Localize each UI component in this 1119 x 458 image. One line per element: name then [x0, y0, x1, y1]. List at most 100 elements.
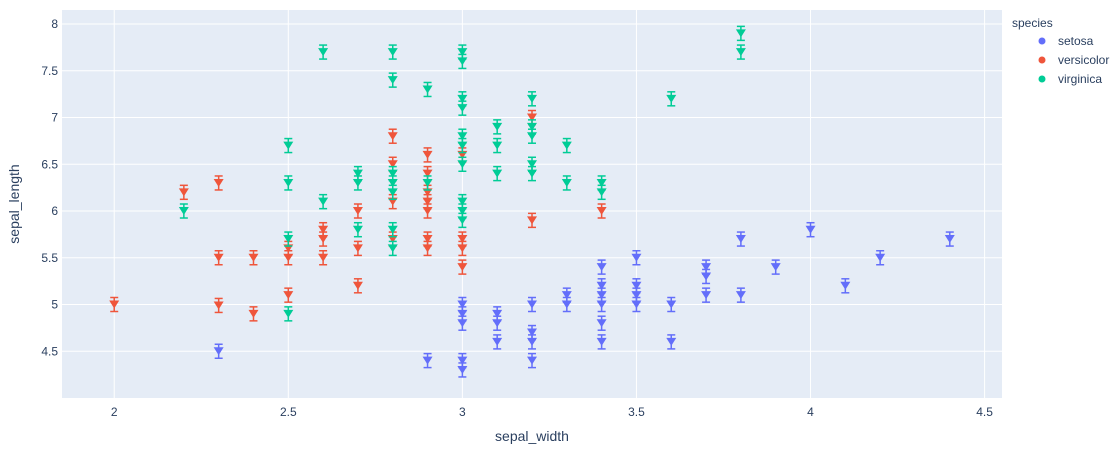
triangle-marker — [735, 48, 746, 57]
data-point — [318, 193, 329, 210]
y-tick-label: 7 — [51, 111, 58, 125]
x-tick-label: 4 — [807, 405, 814, 419]
triangle-marker — [213, 301, 224, 310]
legend-marker — [1038, 37, 1046, 45]
data-point — [492, 119, 503, 135]
y-tick-label: 4.5 — [41, 344, 58, 358]
data-point — [178, 203, 189, 219]
triangle-marker — [596, 263, 607, 272]
series-versicolor — [109, 109, 607, 322]
triangle-marker — [283, 309, 294, 318]
triangle-marker — [422, 150, 433, 159]
data-point — [318, 44, 329, 60]
triangle-marker — [492, 141, 503, 150]
y-tick-label: 7.5 — [41, 64, 58, 78]
triangle-marker — [352, 207, 363, 216]
triangle-marker — [178, 207, 189, 216]
triangle-marker — [283, 178, 294, 187]
data-point — [561, 287, 572, 303]
x-tick-label: 3 — [459, 405, 466, 419]
triangle-marker — [422, 235, 433, 244]
triangle-marker — [387, 132, 398, 141]
data-point — [422, 147, 433, 163]
data-point — [701, 287, 712, 303]
triangle-marker — [527, 328, 537, 337]
data-point — [457, 44, 468, 60]
legend-label: virginica — [1058, 72, 1102, 86]
triangle-marker — [561, 141, 572, 150]
data-point — [735, 25, 746, 42]
legend-item: virginica — [1038, 72, 1102, 86]
triangle-marker — [352, 169, 363, 178]
triangle-marker — [283, 141, 294, 150]
data-point — [422, 81, 433, 98]
triangle-marker — [422, 356, 433, 365]
data-point — [213, 343, 224, 360]
data-point — [387, 221, 398, 238]
x-tick-label: 4.5 — [976, 405, 993, 419]
triangle-marker — [318, 225, 329, 234]
triangle-marker — [318, 253, 329, 262]
legend-marker — [1038, 56, 1046, 64]
data-point — [840, 278, 851, 294]
series-setosa — [213, 221, 955, 378]
triangle-marker — [875, 253, 886, 262]
triangle-marker — [283, 291, 294, 300]
data-point — [352, 278, 363, 294]
data-point — [387, 165, 398, 182]
triangle-marker — [561, 291, 572, 300]
data-point — [735, 44, 746, 60]
triangle-marker — [527, 113, 537, 122]
data-point — [457, 91, 468, 107]
triangle-marker — [944, 235, 955, 244]
triangle-marker — [492, 337, 503, 346]
data-point — [318, 250, 329, 266]
triangle-marker — [457, 160, 468, 169]
triangle-marker — [527, 94, 537, 103]
triangle-marker — [492, 122, 503, 131]
data-point — [596, 203, 607, 219]
data-point — [596, 175, 607, 191]
data-point — [457, 156, 468, 173]
data-point — [457, 259, 468, 275]
data-point — [561, 137, 572, 154]
data-point — [492, 306, 503, 322]
triangle-marker — [840, 281, 851, 290]
data-point — [109, 296, 120, 313]
data-point — [283, 231, 294, 247]
data-point — [283, 306, 294, 322]
data-point — [492, 165, 503, 182]
triangle-marker — [457, 48, 468, 57]
y-tick-label: 8 — [51, 17, 58, 31]
series-virginica — [178, 25, 746, 322]
data-point — [561, 175, 572, 191]
data-point — [596, 278, 607, 294]
triangle-marker — [735, 29, 746, 38]
triangle-marker — [596, 178, 607, 187]
triangle-marker — [352, 225, 363, 234]
y-axis-title: sepal_length — [6, 164, 22, 243]
triangle-marker — [422, 85, 433, 94]
legend: species setosa versicolor virginica — [1012, 16, 1109, 86]
data-point — [701, 259, 712, 275]
triangle-marker — [352, 244, 363, 253]
data-point — [631, 250, 642, 266]
triangle-marker — [387, 225, 398, 234]
triangle-marker — [596, 319, 607, 328]
data-point — [387, 44, 398, 60]
data-point — [352, 221, 363, 238]
triangle-marker — [213, 347, 224, 356]
triangle-marker — [701, 263, 712, 272]
triangle-marker — [492, 309, 503, 318]
triangle-marker — [109, 300, 120, 309]
y-tick-label: 6.5 — [41, 157, 58, 171]
data-point — [422, 231, 433, 247]
triangle-marker — [666, 337, 677, 346]
triangle-marker — [352, 281, 363, 290]
data-point — [213, 297, 224, 314]
triangle-marker — [631, 281, 642, 290]
data-point — [457, 231, 468, 247]
data-point — [387, 128, 398, 144]
data-point — [178, 184, 189, 201]
